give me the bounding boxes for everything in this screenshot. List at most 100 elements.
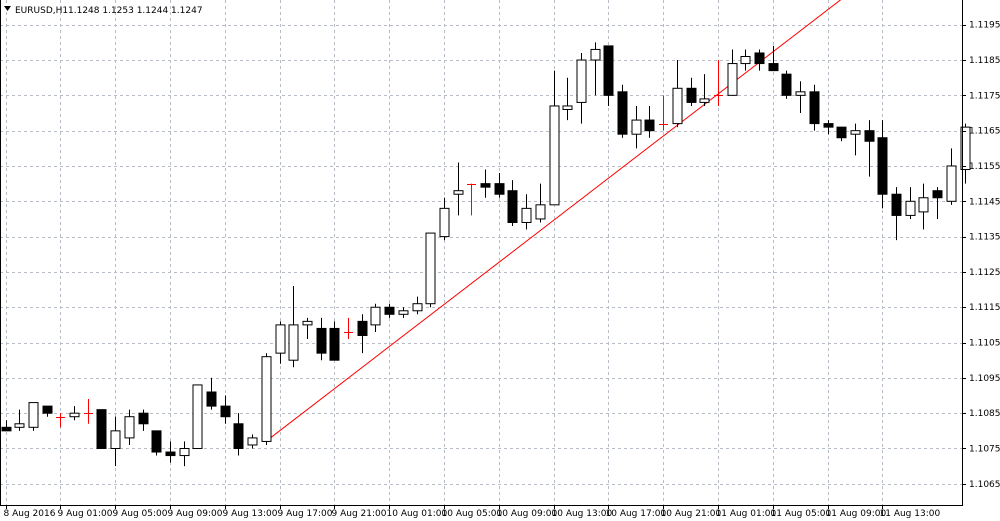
candle — [714, 60, 723, 106]
candle — [56, 413, 65, 428]
candle — [206, 377, 217, 410]
candle — [535, 183, 546, 223]
price-tick-label: 1.1185 — [969, 56, 1000, 66]
candles — [1, 42, 971, 467]
candle — [344, 317, 353, 340]
time-tick-label: 11 Aug 13:00 — [880, 509, 941, 519]
candle — [370, 303, 381, 332]
price-tick-label: 1.1135 — [969, 233, 1000, 243]
candle — [686, 77, 697, 106]
candle — [302, 317, 313, 340]
time-tick-label: 11 Aug 09:00 — [826, 509, 887, 519]
candle — [603, 45, 614, 106]
time-tick-label: 9 Aug 17:00 — [278, 509, 333, 519]
candle — [398, 307, 409, 318]
time-tick-label: 9 Aug 09:00 — [168, 509, 223, 519]
candle — [220, 395, 231, 424]
price-tick-label: 1.1075 — [969, 444, 1000, 454]
time-tick-label: 10 Aug 05:00 — [442, 509, 503, 519]
candle — [42, 405, 53, 417]
time-tick-label: 10 Aug 01:00 — [387, 509, 448, 519]
candle — [644, 105, 655, 138]
candle — [768, 45, 779, 72]
time-tick-label: 9 Aug 21:00 — [332, 509, 387, 519]
candle — [439, 197, 450, 241]
candle — [659, 95, 668, 131]
candle — [631, 105, 642, 149]
candle — [425, 232, 436, 308]
candle — [96, 409, 107, 449]
trendline[interactable] — [265, 0, 965, 442]
grid — [0, 0, 962, 505]
time-tick-label: 10 Aug 09:00 — [497, 509, 558, 519]
candle — [165, 441, 176, 463]
time-axis-labels: 8 Aug 2016 9 Aug 01:00 9 Aug 05:00 9 Aug 09… — [4, 505, 941, 519]
candle — [932, 187, 943, 219]
candle — [288, 286, 299, 368]
candle — [781, 70, 792, 99]
candle — [617, 84, 628, 138]
time-tick-label: 8 Aug 2016 — [4, 509, 56, 519]
price-axis-labels: 1.1195 1.1185 1.1175 1.1165 1.1155 1.1145 1.11… — [962, 21, 1000, 490]
candle — [521, 194, 532, 230]
candle — [124, 409, 135, 445]
candle — [507, 180, 518, 227]
candle — [699, 74, 710, 106]
price-tick-label: 1.1175 — [969, 91, 1000, 101]
candle — [494, 173, 505, 198]
candle — [453, 162, 464, 216]
dropdown-triangle-icon[interactable] — [4, 6, 11, 11]
candle — [357, 314, 368, 354]
candle — [740, 49, 751, 71]
candle — [549, 70, 560, 206]
candle — [275, 321, 286, 364]
candle — [28, 402, 39, 431]
candle — [590, 42, 601, 96]
candle — [864, 120, 875, 177]
candle — [1, 420, 12, 432]
candle — [192, 384, 203, 449]
candle — [69, 406, 80, 421]
candle — [316, 317, 327, 361]
candle — [247, 434, 258, 449]
time-tick-label: 10 Aug 21:00 — [661, 509, 722, 519]
candle — [946, 148, 957, 205]
price-tick-label: 1.1195 — [969, 21, 1000, 31]
time-tick-label: 11 Aug 05:00 — [771, 509, 832, 519]
symbol-label: EURUSD,H1 — [15, 6, 68, 16]
price-tick-label: 1.1145 — [969, 197, 1000, 207]
candle — [151, 430, 162, 456]
candle — [233, 413, 244, 456]
candle — [754, 49, 765, 71]
candle — [795, 81, 806, 114]
candle — [467, 183, 476, 216]
candle — [809, 84, 820, 131]
candle — [918, 183, 929, 230]
ohlc-values: 1.1248 1.1253 1.1244 1.1247 — [68, 6, 203, 16]
price-tick-label: 1.1155 — [969, 162, 1000, 172]
price-tick-label: 1.1105 — [969, 339, 1000, 349]
candle — [384, 303, 395, 318]
price-tick-label: 1.1085 — [969, 409, 1000, 419]
candle — [877, 120, 888, 209]
candle — [14, 409, 25, 431]
time-tick-label: 10 Aug 13:00 — [552, 509, 613, 519]
candle — [672, 60, 683, 128]
candle — [891, 187, 902, 241]
chart-header: EURUSD,H1 1.1248 1.1253 1.1244 1.1247 — [4, 6, 203, 16]
candle — [138, 409, 149, 431]
candle — [727, 49, 738, 96]
price-tick-label: 1.1095 — [969, 374, 1000, 384]
candle — [179, 441, 190, 467]
candle — [576, 52, 587, 124]
price-tick-label: 1.1125 — [969, 268, 1000, 278]
trendline-layer — [265, 0, 965, 442]
time-tick-label: 11 Aug 01:00 — [716, 509, 777, 519]
time-tick-label: 9 Aug 13:00 — [223, 509, 278, 519]
candle — [84, 399, 93, 424]
price-tick-label: 1.1065 — [969, 480, 1000, 490]
candle — [905, 187, 916, 219]
candle — [480, 169, 491, 198]
